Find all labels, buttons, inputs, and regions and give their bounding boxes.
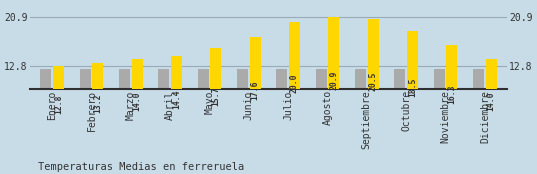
Bar [446,45,458,143]
Bar [250,37,260,143]
Bar [171,56,182,143]
Bar [211,48,221,143]
Bar [277,69,287,143]
Text: 17.6: 17.6 [251,80,259,100]
Text: 18.5: 18.5 [408,78,417,97]
Bar [132,59,143,143]
Bar [92,63,103,143]
Text: 14.0: 14.0 [487,91,496,111]
Bar [485,59,497,143]
Text: 14.4: 14.4 [172,90,181,109]
Bar [394,69,405,143]
Bar [198,69,209,143]
Text: 20.5: 20.5 [369,72,378,91]
Text: 20.0: 20.0 [290,73,299,93]
Bar [407,31,418,143]
Text: 12.8: 12.8 [54,95,63,114]
Text: 20.9: 20.9 [329,70,338,90]
Bar [79,69,91,143]
Bar [473,69,484,143]
Bar [53,66,64,143]
Bar [368,19,379,143]
Bar [434,69,445,143]
Bar [316,69,326,143]
Bar [355,69,366,143]
Text: Temperaturas Medias en ferreruela: Temperaturas Medias en ferreruela [38,162,244,172]
Bar [158,69,169,143]
Bar [237,69,248,143]
Text: 14.0: 14.0 [133,91,142,111]
Text: 16.3: 16.3 [447,84,456,104]
Text: 13.2: 13.2 [93,94,102,113]
Bar [328,17,339,143]
Bar [289,22,300,143]
Text: 15.7: 15.7 [211,86,220,105]
Bar [119,69,130,143]
Bar [40,69,52,143]
